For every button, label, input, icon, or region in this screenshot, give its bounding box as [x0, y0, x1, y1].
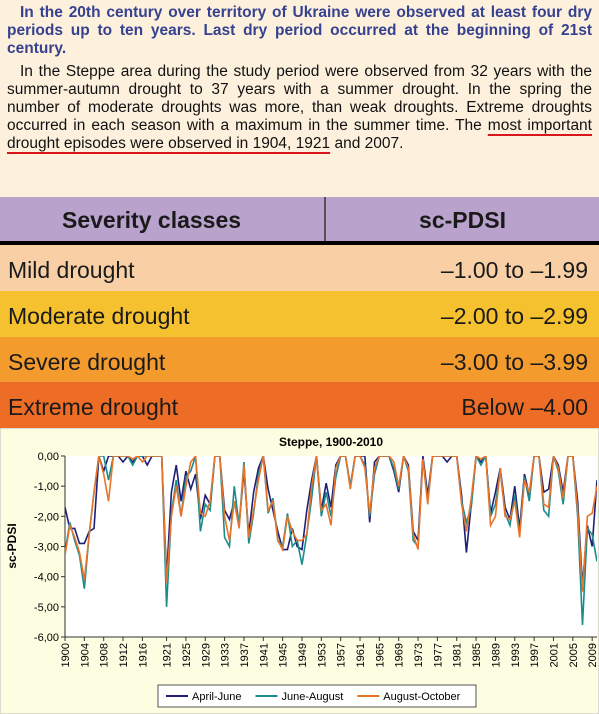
legend-label: April-June — [192, 691, 242, 703]
x-tick-label: 1973 — [413, 643, 425, 667]
y-tick-label: -4,00 — [34, 572, 59, 584]
y-axis-label: sc-PDSI — [5, 523, 19, 568]
table-row: Severe drought –3.00 to –3.99 — [0, 336, 599, 383]
paragraph-text: and 2007. — [330, 135, 404, 152]
y-tick-label: -6,00 — [34, 632, 59, 644]
chart-title: Steppe, 1900-2010 — [279, 435, 383, 449]
x-tick-label: 2001 — [548, 643, 560, 667]
y-tick-label: 0,00 — [38, 451, 59, 463]
intro-box: In the 20th century over territory of Uk… — [0, 0, 599, 197]
table-cell: Below –4.00 — [461, 394, 588, 421]
x-tick-label: 1965 — [374, 643, 386, 667]
y-tick-label: -3,00 — [34, 542, 59, 554]
table-cell: Severe drought — [8, 348, 166, 375]
table-row: Mild drought –1.00 to –1.99 — [0, 245, 599, 291]
intro-heading: In the 20th century over territory of Uk… — [7, 4, 592, 57]
data-line — [65, 456, 597, 586]
plot-area — [65, 456, 597, 637]
x-tick-label: 1953 — [316, 643, 328, 667]
x-tick-label: 1969 — [394, 643, 406, 667]
x-tick-label: 1977 — [432, 643, 444, 667]
x-tick-label: 1989 — [490, 643, 502, 667]
table-cell: –3.00 to –3.99 — [440, 348, 588, 375]
data-line — [65, 456, 597, 592]
chart: Steppe, 1900-2010 sc-PDSI 0,00 -1,00 -2,00… — [0, 428, 599, 714]
x-tick-label: 1981 — [452, 643, 464, 667]
x-tick-label: 1904 — [79, 643, 91, 667]
legend: April-June June-August August-October — [157, 684, 477, 708]
y-tick-label: -5,00 — [34, 602, 59, 614]
legend-label: June-August — [282, 691, 344, 703]
x-tick-label: 1916 — [137, 643, 149, 667]
x-tick-label: 2009 — [587, 643, 599, 667]
column-separator — [324, 197, 326, 241]
table-cell: Mild drought — [8, 257, 135, 283]
y-tick-label: -2,00 — [34, 511, 59, 523]
x-tick-label: 1900 — [60, 643, 72, 667]
x-tick-label: 1997 — [529, 643, 541, 667]
table-cell: –2.00 to –2.99 — [440, 302, 588, 329]
x-tick-label: 1937 — [239, 643, 251, 667]
intro-paragraph: In the Steppe area during the study peri… — [7, 63, 592, 153]
x-tick-label: 1961 — [355, 643, 367, 667]
table-row: Moderate drought –2.00 to –2.99 — [0, 290, 599, 337]
x-tick-label: 1993 — [510, 643, 522, 667]
x-tick-label: 1921 — [162, 643, 174, 667]
table-cell: –1.00 to –1.99 — [440, 257, 588, 283]
y-tick-label: -1,00 — [34, 481, 59, 493]
table-cell: Moderate drought — [8, 302, 190, 329]
header-cell: sc-PDSI — [419, 207, 506, 233]
legend-box — [157, 684, 477, 708]
paragraph-text: In the Steppe area during the study peri… — [7, 63, 592, 134]
x-tick-label: 1957 — [336, 643, 348, 667]
x-tick-label: 1908 — [99, 643, 111, 667]
severity-table: Severity classes sc-PDSI Mild drought –1.… — [0, 197, 599, 428]
x-tick-label: 1929 — [200, 643, 212, 667]
highlighted-text: most important drought episodes were obs… — [7, 117, 592, 152]
x-tick-label: 1933 — [220, 643, 232, 667]
x-tick-label: 2005 — [568, 643, 580, 667]
table-cell: Extreme drought — [8, 394, 179, 421]
header-cell: Severity classes — [62, 207, 242, 233]
legend-label: August-October — [383, 691, 460, 703]
x-tick-label: 1949 — [297, 643, 309, 667]
x-tick-label: 1912 — [118, 643, 130, 667]
x-tick-label: 1985 — [471, 643, 483, 667]
x-tick-label: 1925 — [181, 643, 193, 667]
x-tick-label: 1941 — [258, 643, 270, 667]
x-tick-label: 1945 — [278, 643, 290, 667]
table-row: Extreme drought Below –4.00 — [0, 382, 599, 428]
table-header: Severity classes sc-PDSI — [0, 197, 599, 245]
